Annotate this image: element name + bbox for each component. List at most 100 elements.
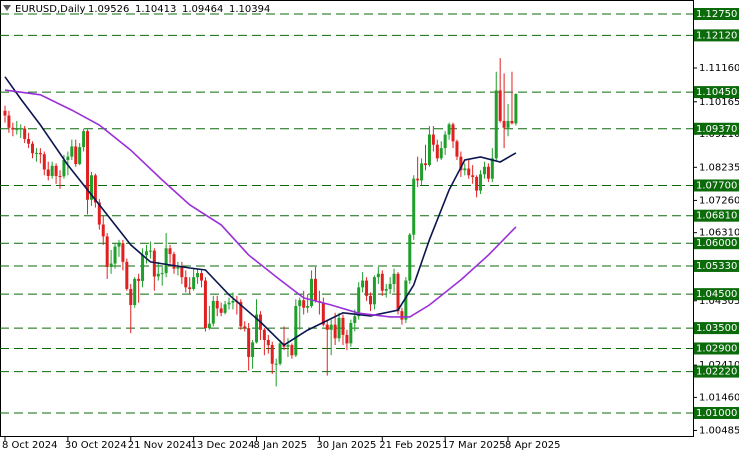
candle-body xyxy=(137,278,141,281)
candle-body xyxy=(467,168,471,176)
candle-body xyxy=(321,302,325,325)
moving-average xyxy=(4,89,517,318)
candle-body xyxy=(144,251,148,256)
y-tick-label: 1.04305 xyxy=(699,296,739,307)
candle-body xyxy=(498,90,502,121)
candle-body xyxy=(27,138,31,144)
candle-body xyxy=(215,300,219,309)
candle-body xyxy=(117,243,121,247)
candle-body xyxy=(243,326,247,329)
y-tick-label: 1.08235 xyxy=(699,162,739,173)
level-label: 1.09370 xyxy=(696,124,737,135)
level-label: 1.01000 xyxy=(696,408,737,419)
candle-body xyxy=(443,134,447,149)
candle-body xyxy=(38,152,42,155)
candle-body xyxy=(34,152,38,154)
candle-body xyxy=(482,166,486,175)
level-box xyxy=(694,122,739,135)
candle-body xyxy=(93,175,97,203)
candle-body xyxy=(89,175,93,200)
level-box xyxy=(694,342,739,355)
candle-body xyxy=(286,345,290,347)
level-box xyxy=(694,29,739,42)
candle-body xyxy=(70,146,74,157)
candle-body xyxy=(435,144,439,159)
candle-body xyxy=(58,175,62,177)
x-tick-label: 21 Feb 2025 xyxy=(379,440,441,451)
candle-body xyxy=(490,158,494,179)
candle-body xyxy=(404,280,408,320)
level-label: 1.02900 xyxy=(696,343,737,354)
level-label: 1.07700 xyxy=(696,180,737,191)
candle-body xyxy=(274,363,278,365)
y-tick-label: 1.07260 xyxy=(699,195,739,206)
x-tick-label: 8 Jan 2025 xyxy=(254,440,308,451)
candle-body xyxy=(203,280,207,329)
candle-body xyxy=(121,243,125,262)
level-box xyxy=(694,259,739,272)
y-tick-label: 1.10165 xyxy=(699,97,739,108)
candle-body xyxy=(54,165,58,176)
level-box xyxy=(694,288,739,301)
candle-body xyxy=(270,345,274,364)
candle-body xyxy=(46,169,50,176)
candle-body xyxy=(50,165,54,176)
x-tick-label: 8 Apr 2025 xyxy=(505,440,560,451)
candle-body xyxy=(447,124,451,135)
candle-body xyxy=(113,246,117,264)
candle-body xyxy=(164,248,168,274)
level-label: 1.03500 xyxy=(696,323,737,334)
candle-body xyxy=(184,277,188,288)
y-tick-label: 1.11160 xyxy=(699,63,739,74)
candle-body xyxy=(192,277,196,290)
level-box xyxy=(694,237,739,250)
candle-body xyxy=(141,255,145,281)
candle-body xyxy=(262,329,266,340)
candle-body xyxy=(227,302,231,305)
candle-body xyxy=(357,287,361,317)
candle-body xyxy=(62,160,66,177)
level-box xyxy=(694,365,739,378)
level-label: 1.06000 xyxy=(696,238,737,249)
candle-body xyxy=(133,278,137,306)
candle-body xyxy=(42,154,46,170)
level-box xyxy=(694,7,739,20)
candle-body xyxy=(129,289,133,306)
candle-body xyxy=(345,334,349,344)
candle-body xyxy=(200,273,203,281)
moving-average xyxy=(4,76,517,347)
candle-body xyxy=(310,278,314,307)
x-tick-label: 8 Oct 2024 xyxy=(2,440,57,451)
candle-body xyxy=(196,273,200,278)
x-tick-label: 30 Oct 2024 xyxy=(65,440,127,451)
candle-body xyxy=(266,339,270,346)
level-box xyxy=(694,322,739,335)
level-label: 1.04500 xyxy=(696,289,737,300)
level-box xyxy=(694,406,739,419)
candle-body xyxy=(15,129,19,131)
candle-body xyxy=(160,273,164,275)
candle-body xyxy=(66,156,70,161)
candle-body xyxy=(427,134,431,166)
collapse-icon[interactable] xyxy=(3,5,11,11)
candle-body xyxy=(109,263,113,267)
ohlc-close: 1.10394 xyxy=(229,4,270,15)
candle-body xyxy=(86,131,90,200)
candle-body xyxy=(384,289,388,291)
candle-body xyxy=(471,175,475,177)
candle-body xyxy=(502,120,506,128)
candle-body xyxy=(180,266,184,278)
chart-title: EURUSD,Daily xyxy=(15,4,86,15)
candle-body xyxy=(219,308,223,313)
ohlc-high: 1.10413 xyxy=(135,4,176,15)
candle-body xyxy=(400,311,404,320)
candle-body xyxy=(152,250,156,277)
candle-body xyxy=(333,324,337,339)
candle-body xyxy=(368,295,372,305)
y-tick-label: 1.06310 xyxy=(699,228,739,239)
candle-body xyxy=(372,277,376,305)
candle-body xyxy=(412,178,416,235)
candle-body xyxy=(306,306,310,308)
ohlc-low: 1.09464 xyxy=(182,4,223,15)
